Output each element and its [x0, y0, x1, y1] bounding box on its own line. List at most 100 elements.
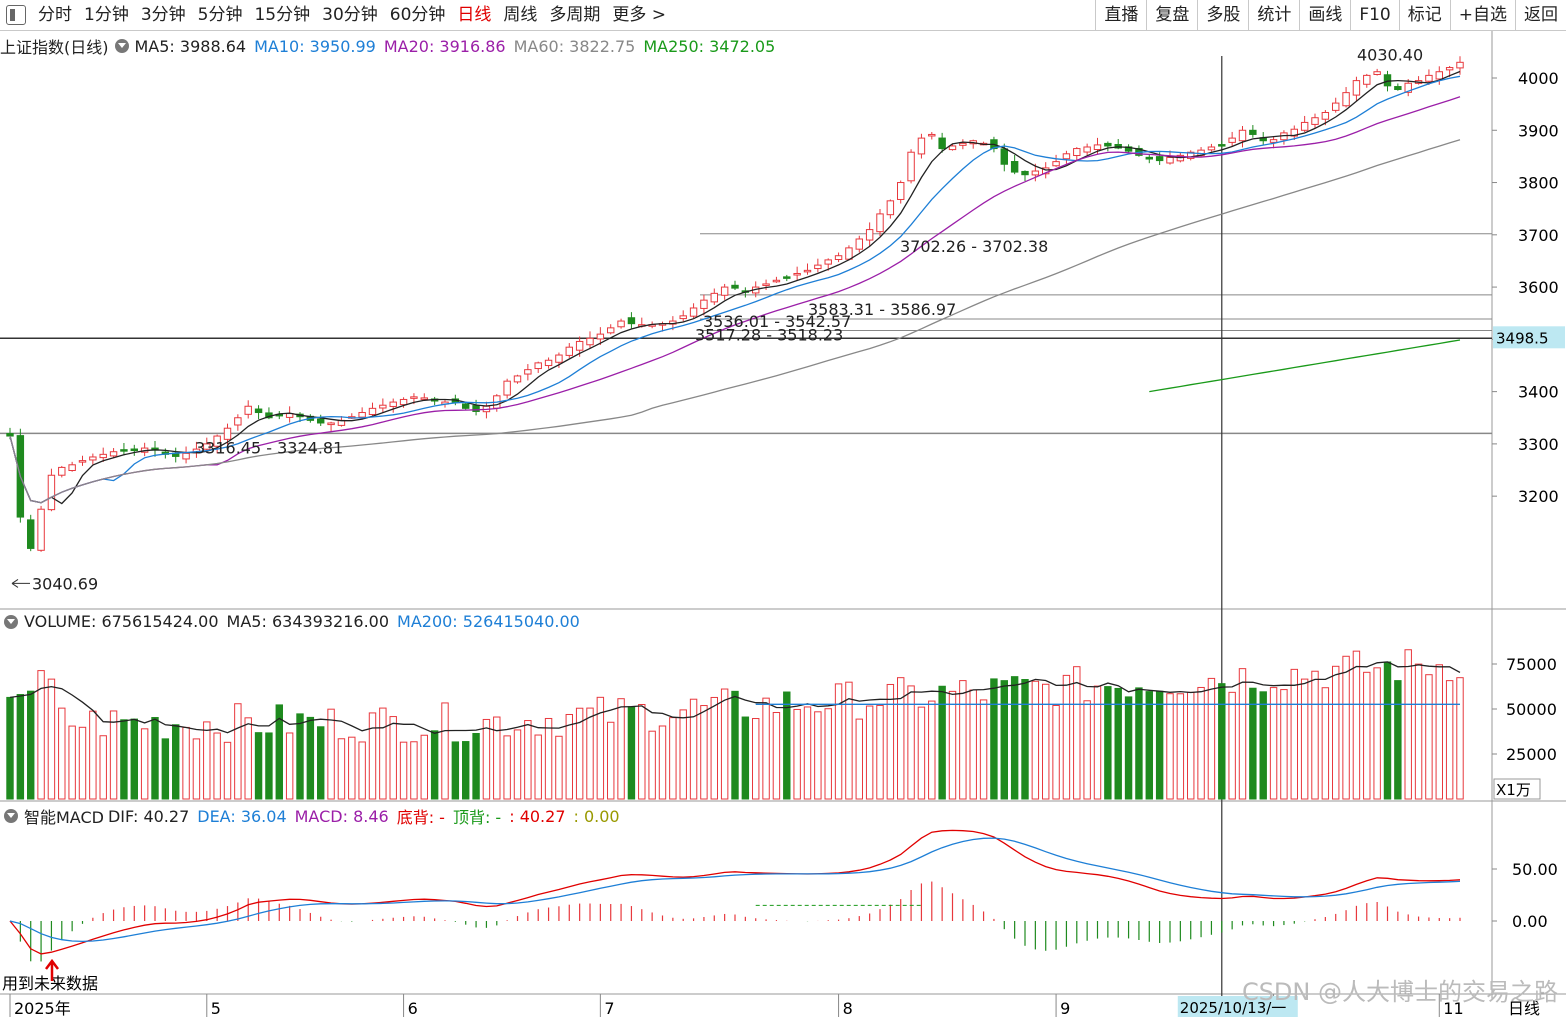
volume-bar	[420, 734, 428, 800]
candle-body	[907, 151, 915, 182]
volume-bar	[679, 709, 687, 800]
candle-body	[68, 464, 76, 471]
dropdown-icon[interactable]	[114, 39, 129, 53]
volume-tick-label: 25000	[1506, 745, 1557, 764]
dropdown-icon[interactable]	[4, 809, 18, 823]
toolbar-button-6[interactable]: 标记	[1398, 0, 1450, 30]
volume-bar	[1021, 679, 1029, 800]
candle-body	[1363, 74, 1371, 85]
volume-bar	[213, 732, 221, 800]
period-tab-6[interactable]: 60分钟	[389, 5, 446, 25]
volume-bar	[979, 699, 988, 800]
volume-bar	[783, 691, 791, 800]
price-tick-label: 3700	[1518, 226, 1559, 245]
candle-body	[1249, 129, 1257, 135]
volume-bar	[493, 716, 501, 800]
toolbar-button-7[interactable]: +自选	[1449, 0, 1515, 30]
period-tab-9[interactable]: 多周期	[549, 5, 601, 25]
volume-bar	[337, 738, 346, 800]
volume-bar	[627, 706, 636, 800]
volume-bar	[1052, 704, 1060, 800]
toolbar-button-4[interactable]: 画线	[1299, 0, 1350, 30]
ma10-line	[9, 75, 1461, 504]
period-tab-7[interactable]: 日线	[457, 5, 492, 25]
macd-name: 智能MACD	[24, 808, 104, 827]
candle-body	[99, 453, 107, 459]
period-tab-1[interactable]: 1分钟	[84, 5, 129, 25]
volume-bar	[462, 741, 470, 800]
ma20-line	[9, 96, 1461, 504]
volume-bar	[969, 689, 977, 800]
volume-bar	[1352, 650, 1361, 800]
period-tab-5[interactable]: 30分钟	[322, 5, 378, 25]
cursor-price-label: 3498.5	[1496, 329, 1549, 347]
volume-bar	[959, 680, 967, 800]
volume-bar	[1042, 683, 1050, 800]
period-tab-4[interactable]: 15分钟	[254, 5, 311, 25]
bottom-divergence: 底背: -	[396, 808, 445, 827]
period-tab-10[interactable]: 更多 >	[612, 5, 667, 25]
volume-bar	[140, 728, 149, 800]
price-tick-label: 3900	[1518, 121, 1559, 140]
volume-bar	[762, 697, 770, 800]
volume-bar	[814, 711, 822, 800]
candle-body	[1052, 161, 1060, 167]
toolbar-button-1[interactable]: 复盘	[1146, 0, 1197, 30]
x-tick-label: 11	[1443, 999, 1463, 1017]
toolbar-button-2[interactable]: 多股	[1197, 0, 1248, 30]
period-tab-2[interactable]: 3分钟	[140, 5, 186, 25]
dea-line	[9, 837, 1461, 943]
toolbar-button-8[interactable]: 返回	[1515, 0, 1566, 30]
period-tab-3[interactable]: 5分钟	[197, 5, 243, 25]
candle-body	[1404, 82, 1412, 93]
candle-body	[1321, 111, 1330, 120]
watermark: CSDN @人大博士的交易之路	[1241, 978, 1558, 1006]
dropdown-icon[interactable]	[4, 614, 18, 629]
volume-bar	[534, 734, 542, 800]
volume-bar	[317, 726, 325, 800]
macd-value: MACD: 8.46	[294, 806, 389, 826]
volume-ma5-value: MA5: 634393216.00	[226, 612, 390, 631]
candle-body	[855, 238, 863, 250]
low-arrow-icon	[11, 579, 30, 588]
volume-bar	[296, 713, 304, 800]
period-tab-8[interactable]: 周线	[503, 5, 538, 25]
volume-bar	[68, 725, 76, 800]
volume-bar	[1155, 690, 1164, 800]
ma250-line	[1149, 339, 1461, 393]
sidebar-toggle-icon[interactable]	[6, 5, 26, 25]
volume-bar	[638, 704, 646, 800]
price-annotation-0: 3040.69	[32, 574, 98, 593]
volume-bar	[803, 706, 812, 800]
candle-body	[1166, 156, 1174, 164]
kline-chart[interactable]: 4000390038003700360035003400330032003498…	[0, 31, 1566, 1017]
candle-body	[617, 320, 625, 328]
candle-body	[1000, 148, 1008, 165]
volume-bar	[1332, 665, 1340, 800]
x-tick-label: 5	[211, 999, 221, 1017]
candle-body	[555, 354, 563, 363]
volume-bar	[6, 696, 14, 800]
candle-body	[596, 333, 605, 340]
candle-body	[327, 422, 335, 426]
candle-body	[1207, 146, 1216, 151]
volume-bar	[1269, 687, 1278, 800]
toolbar-button-3[interactable]: 统计	[1248, 0, 1299, 30]
volume-bar	[720, 688, 729, 800]
price-legend: 上证指数(日线) MA5: 3988.64 MA10: 3950.99 MA20…	[0, 34, 783, 58]
candle-body	[731, 284, 739, 289]
candle-body	[120, 449, 128, 452]
volume-bar	[47, 678, 56, 800]
ma10-value: MA10: 3950.99	[254, 36, 376, 56]
volume-bar	[410, 741, 418, 800]
toolbar-button-0[interactable]: 直播	[1095, 0, 1146, 30]
candle-body	[886, 200, 895, 216]
candle-body	[27, 519, 35, 549]
candle-body	[865, 229, 874, 241]
candle-body	[399, 398, 408, 406]
candle-body	[1269, 139, 1278, 143]
candle-body	[544, 359, 553, 367]
period-tab-0[interactable]: 分时	[38, 5, 72, 25]
price-tick-label: 3400	[1518, 383, 1559, 402]
toolbar-button-5[interactable]: F10	[1350, 0, 1398, 30]
